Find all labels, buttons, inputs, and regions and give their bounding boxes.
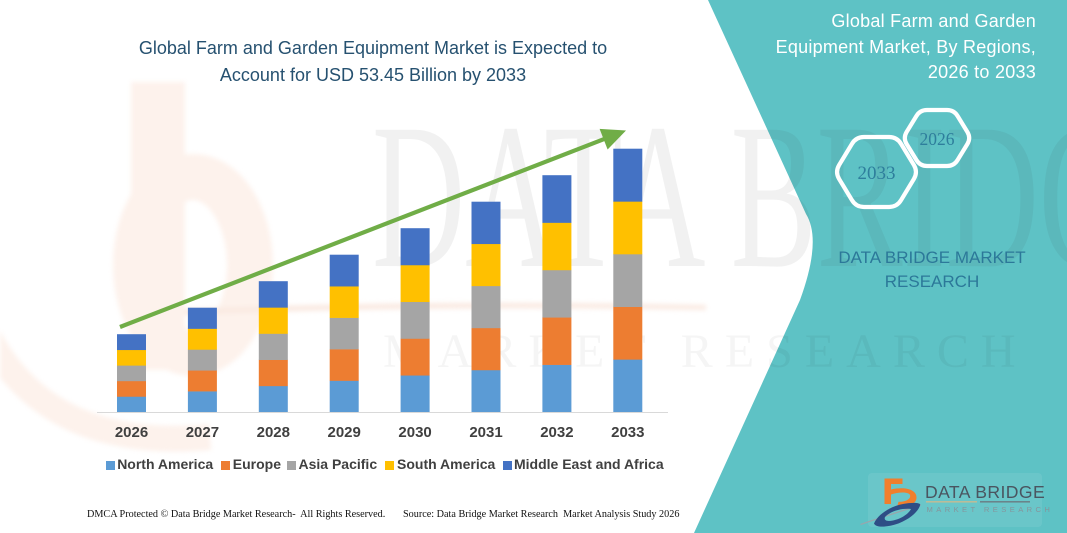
svg-text:2026: 2026 xyxy=(920,129,955,149)
svg-text:MARKET RESEARCH: MARKET RESEARCH xyxy=(927,505,1054,514)
svg-text:2033: 2033 xyxy=(858,163,896,184)
svg-text:DATA BRIDGE: DATA BRIDGE xyxy=(925,482,1045,502)
